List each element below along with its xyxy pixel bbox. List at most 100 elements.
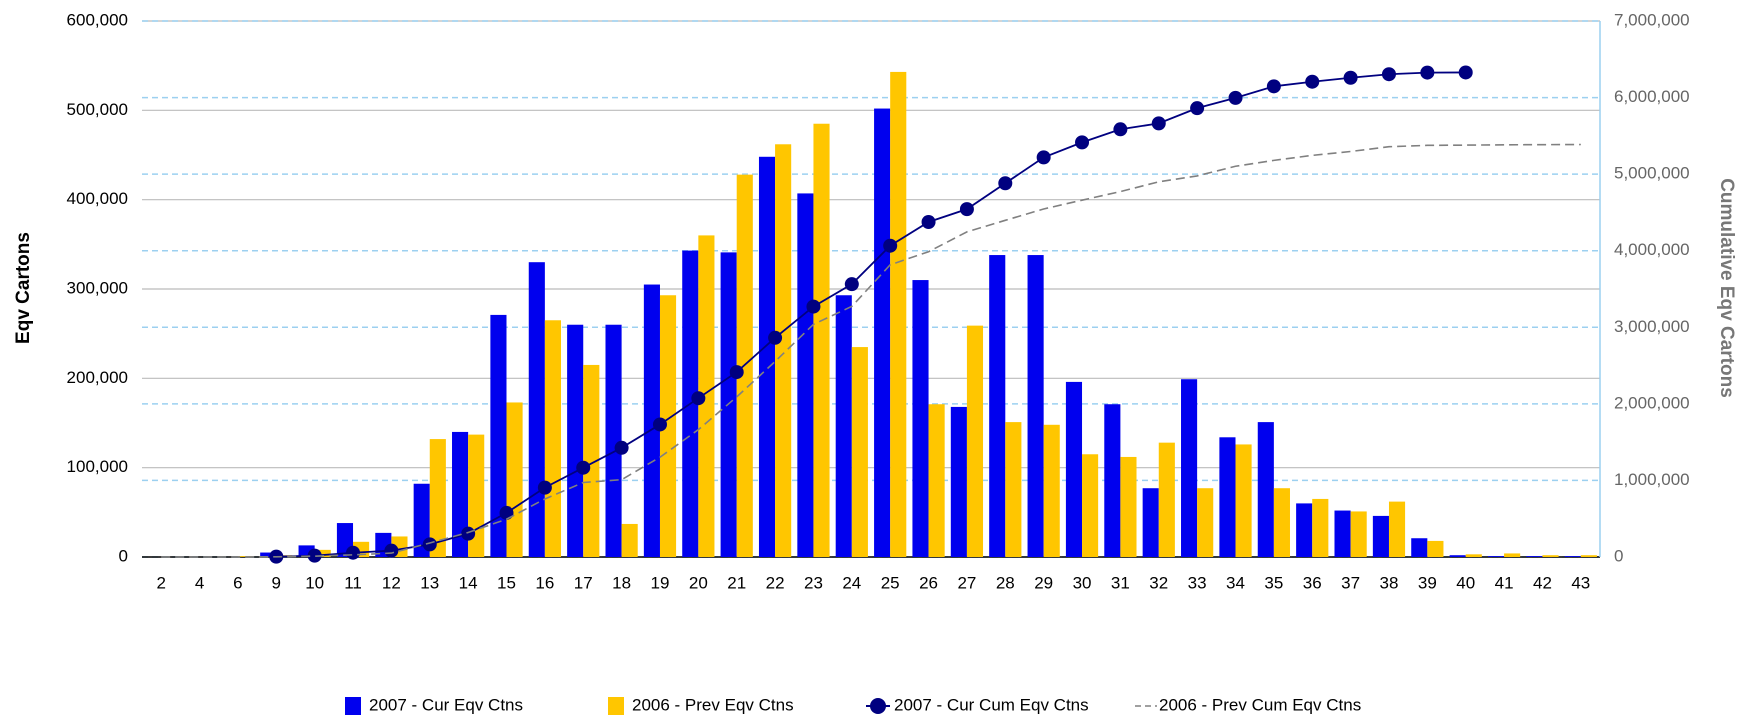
line-marker bbox=[998, 176, 1013, 191]
line-marker bbox=[307, 548, 322, 563]
x-tick-label: 22 bbox=[766, 573, 785, 592]
legend-label: 2007 - Cur Eqv Ctns bbox=[369, 695, 523, 714]
bar bbox=[1120, 456, 1137, 557]
bar bbox=[813, 123, 830, 557]
line-marker bbox=[384, 543, 399, 558]
line-marker bbox=[1228, 90, 1243, 105]
bar bbox=[1372, 515, 1389, 557]
bar bbox=[797, 193, 814, 557]
x-tick-label: 38 bbox=[1380, 573, 1399, 592]
x-tick-label: 35 bbox=[1264, 573, 1283, 592]
x-tick-label: 36 bbox=[1303, 573, 1322, 592]
bar bbox=[583, 364, 600, 557]
x-tick-label: 11 bbox=[344, 573, 362, 592]
line-marker bbox=[1151, 116, 1166, 131]
bar bbox=[1465, 554, 1482, 557]
bar bbox=[429, 439, 446, 557]
bar bbox=[1580, 555, 1597, 557]
bar bbox=[1104, 404, 1121, 557]
bar bbox=[1043, 424, 1060, 557]
bar bbox=[567, 324, 584, 557]
legend-label: 2006 - Prev Eqv Ctns bbox=[632, 695, 794, 714]
line-marker bbox=[1113, 122, 1128, 137]
bar bbox=[758, 156, 776, 557]
x-tick-label: 4 bbox=[195, 573, 204, 592]
x-tick-label: 28 bbox=[996, 573, 1015, 592]
y2-tick-label: 2,000,000 bbox=[1614, 393, 1690, 412]
x-tick-label: 12 bbox=[382, 573, 401, 592]
bar bbox=[490, 314, 507, 557]
x-tick-label: 33 bbox=[1188, 573, 1207, 592]
bar bbox=[260, 552, 277, 557]
bar bbox=[1296, 503, 1313, 557]
x-tick-label: 24 bbox=[842, 573, 861, 592]
y2-tick-label: 3,000,000 bbox=[1614, 317, 1690, 336]
bar bbox=[452, 431, 469, 557]
line-marker bbox=[1075, 135, 1090, 150]
y-tick-label: 200,000 bbox=[67, 368, 128, 387]
bar bbox=[643, 284, 660, 557]
legend-swatch bbox=[608, 697, 624, 715]
x-tick-label: 19 bbox=[651, 573, 670, 592]
line-marker bbox=[1343, 70, 1358, 85]
line-marker bbox=[1036, 150, 1051, 165]
x-tick-label: 37 bbox=[1341, 573, 1360, 592]
bar bbox=[950, 406, 967, 557]
x-tick-label: 30 bbox=[1073, 573, 1092, 592]
bar bbox=[1065, 381, 1083, 557]
bar bbox=[912, 280, 929, 557]
line-marker bbox=[1190, 101, 1205, 116]
legend-swatch bbox=[345, 697, 361, 715]
bar bbox=[1257, 422, 1274, 557]
x-tick-label: 20 bbox=[689, 573, 708, 592]
bar bbox=[1235, 444, 1252, 557]
y-tick-label: 400,000 bbox=[67, 189, 128, 208]
x-tick-label: 39 bbox=[1418, 573, 1437, 592]
line bbox=[161, 143, 1581, 558]
line-marker bbox=[921, 215, 936, 229]
bar bbox=[621, 523, 638, 557]
bar bbox=[1427, 540, 1444, 557]
line-marker bbox=[806, 299, 821, 314]
legend-label: 2007 - Cur Cum Eqv Ctns bbox=[894, 695, 1089, 714]
bar bbox=[1312, 498, 1329, 557]
x-tick-label: 29 bbox=[1034, 573, 1053, 592]
x-tick-label: 32 bbox=[1149, 573, 1168, 592]
line-marker bbox=[576, 460, 591, 475]
bar bbox=[1005, 422, 1022, 557]
line-marker bbox=[1266, 79, 1281, 94]
bar bbox=[1197, 488, 1214, 557]
x-tick-label: 9 bbox=[272, 573, 281, 592]
bar bbox=[775, 144, 792, 557]
bar bbox=[544, 320, 561, 557]
bar bbox=[1181, 379, 1198, 557]
y2-tick-label: 6,000,000 bbox=[1614, 87, 1690, 106]
line-marker bbox=[1305, 74, 1320, 89]
bar bbox=[698, 235, 715, 557]
bar bbox=[1350, 511, 1367, 557]
line-marker bbox=[461, 526, 476, 541]
bar bbox=[1526, 556, 1543, 557]
line-marker bbox=[844, 277, 859, 292]
x-tick-label: 31 bbox=[1111, 573, 1130, 592]
bar bbox=[989, 255, 1006, 557]
line-marker bbox=[346, 545, 361, 560]
legend-label: 2006 - Prev Cum Eqv Ctns bbox=[1159, 695, 1361, 714]
x-tick-label: 23 bbox=[804, 573, 823, 592]
y2-tick-label: 5,000,000 bbox=[1614, 164, 1690, 183]
x-tick-label: 21 bbox=[727, 573, 746, 592]
x-tick-label: 34 bbox=[1226, 573, 1245, 592]
y-tick-label: 500,000 bbox=[67, 100, 128, 119]
y2-tick-label: 1,000,000 bbox=[1614, 470, 1690, 489]
y-tick-label: 300,000 bbox=[67, 278, 128, 297]
bar bbox=[1542, 555, 1559, 557]
x-tick-label: 2 bbox=[156, 573, 165, 592]
bar bbox=[298, 545, 315, 557]
line-marker bbox=[691, 391, 706, 406]
legend-swatch bbox=[870, 698, 886, 714]
x-tick-label: 42 bbox=[1533, 573, 1552, 592]
x-tick-label: 41 bbox=[1495, 573, 1514, 592]
x-tick-label: 43 bbox=[1571, 573, 1590, 592]
line-marker bbox=[537, 480, 552, 495]
line-marker bbox=[959, 202, 974, 217]
